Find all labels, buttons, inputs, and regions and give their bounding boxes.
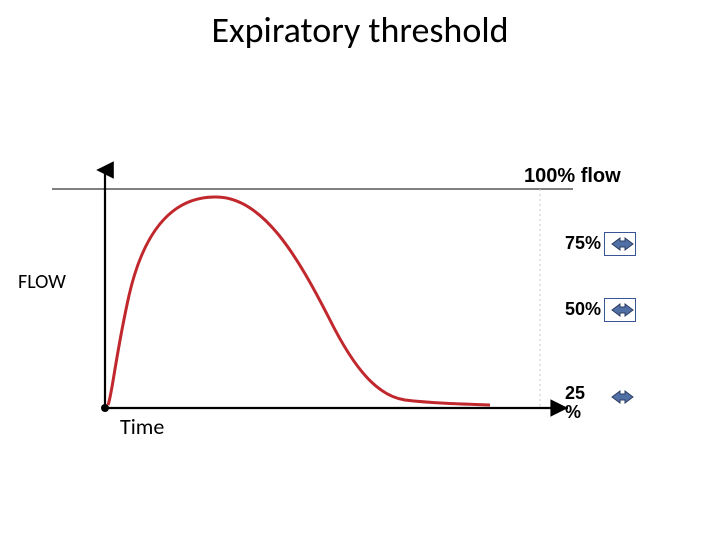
play-arrow-icon: [611, 303, 637, 317]
100-percent-flow-label: 100% flow: [524, 165, 621, 188]
pct-25-label: 25 %: [565, 384, 585, 422]
pct-75-label: 75%: [565, 234, 601, 253]
pct-50-label: 50%: [565, 300, 601, 319]
chart-canvas: [0, 0, 720, 540]
origin-dot: [101, 404, 109, 412]
play-arrow-icon: [611, 237, 637, 251]
slide: { "title": { "text": "Expiratory thresho…: [0, 0, 720, 540]
y-axis-label: FLOW: [18, 270, 66, 294]
play-arrow-icon: [611, 390, 637, 404]
flow-curve: [108, 197, 490, 405]
x-axis-label: Time: [120, 413, 164, 440]
